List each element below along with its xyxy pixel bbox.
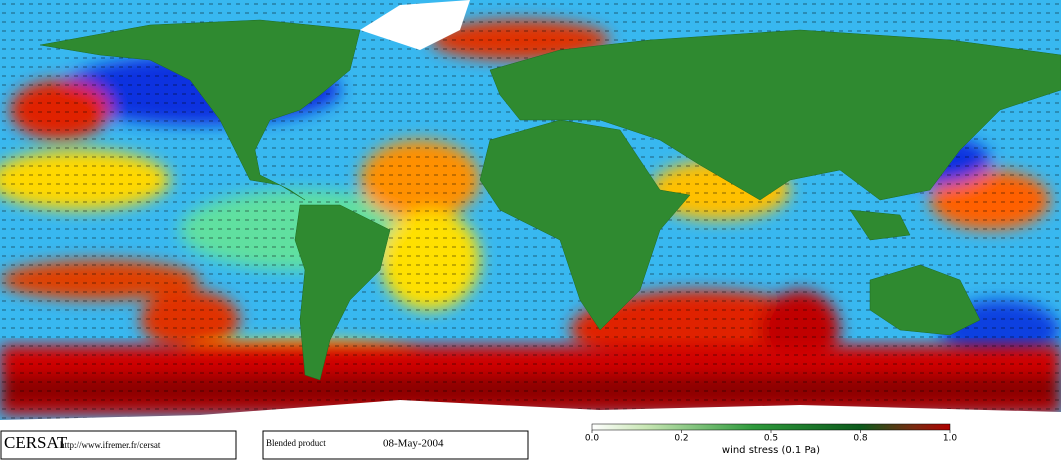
colorbar-tick-label: 0.8 bbox=[853, 434, 868, 444]
colorbar-label: wind stress (0.1 Pa) bbox=[722, 445, 820, 456]
colorbar-tick-label: 0.5 bbox=[764, 434, 778, 444]
land bbox=[39, 19, 1061, 381]
colorbar-tick-label: 0.2 bbox=[674, 434, 688, 444]
footer: CERSAT http://www.ifremer.fr/cersat Blen… bbox=[0, 423, 1061, 462]
colorbar-tick-label: 0.0 bbox=[585, 434, 600, 444]
colorbar bbox=[591, 423, 951, 431]
product: Blended product bbox=[266, 438, 326, 448]
logo-box bbox=[0, 430, 237, 460]
url: http://www.ifremer.fr/cersat bbox=[60, 440, 161, 450]
logo: CERSAT bbox=[4, 433, 68, 452]
colorbar-tick-label: 1.0 bbox=[943, 434, 958, 444]
date: 08-May-2004 bbox=[383, 438, 444, 450]
product-box bbox=[262, 430, 529, 460]
